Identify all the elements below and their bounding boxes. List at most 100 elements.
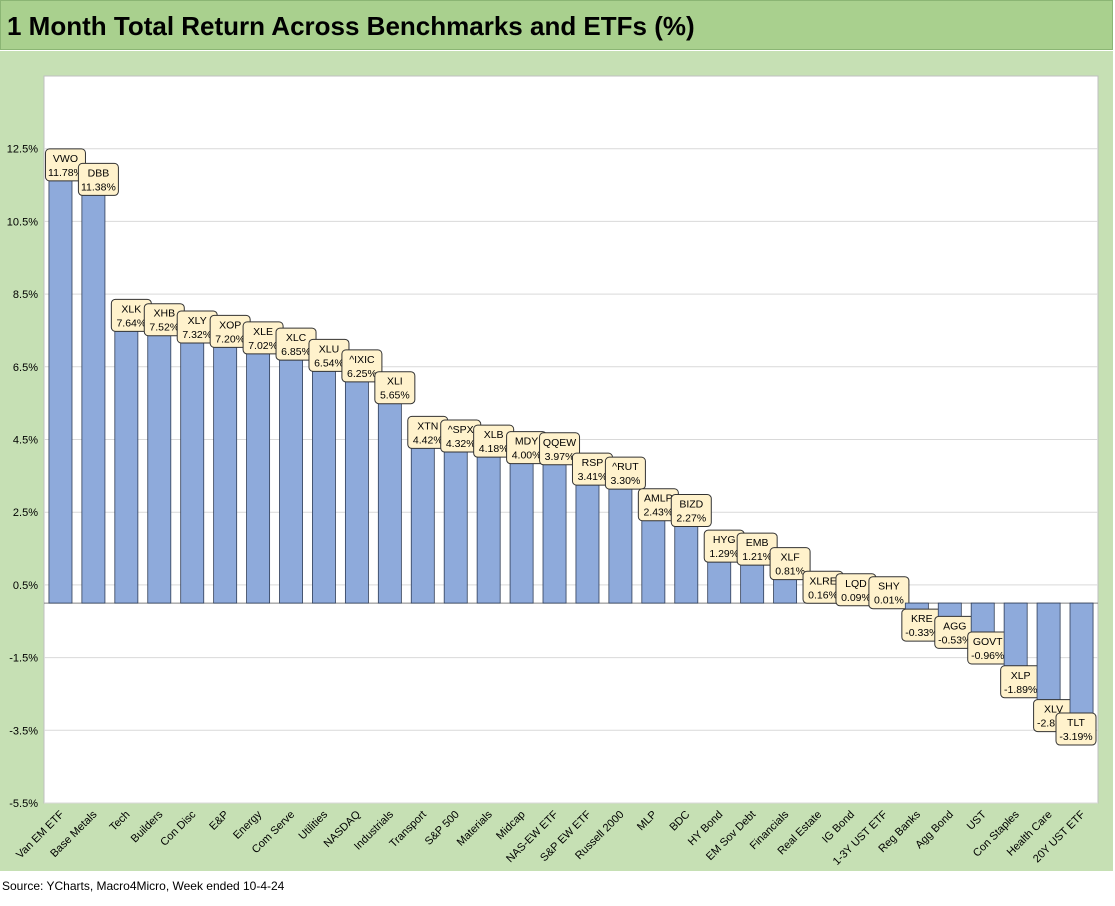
bar: [575, 478, 600, 604]
bar: [1069, 602, 1094, 720]
data-label-box: [868, 576, 910, 610]
data-label: 3.41%: [578, 471, 608, 483]
data-label: -0.96%: [971, 650, 1004, 662]
bar: [509, 457, 534, 604]
data-label: 7.02%: [248, 340, 278, 352]
data-label: 11.78%: [48, 167, 83, 179]
bar: [180, 336, 205, 604]
ticker-label: VWO: [53, 153, 78, 165]
bar: [377, 397, 402, 604]
x-tick-label: E&P: [207, 809, 231, 833]
data-label-box: [670, 494, 712, 528]
bar: [542, 458, 567, 604]
data-label-box: [769, 547, 811, 581]
ticker-label: XLY: [188, 315, 207, 327]
bar: [48, 174, 73, 604]
y-tick-label: -5.5%: [9, 798, 38, 810]
data-label-box: [77, 162, 119, 196]
x-tick-label: UST: [965, 808, 989, 832]
bar: [246, 347, 271, 604]
y-tick-label: -1.5%: [9, 653, 38, 665]
ticker-label: XTN: [417, 420, 438, 432]
bar: [1036, 602, 1061, 706]
data-label-box: [374, 371, 416, 405]
data-label: 7.32%: [182, 329, 212, 341]
y-tick-label: 6.5%: [13, 362, 38, 374]
ticker-label: XLU: [319, 343, 339, 355]
y-tick-label: 4.5%: [13, 435, 38, 447]
bar: [641, 514, 666, 604]
bar: [213, 340, 238, 604]
data-label: 0.81%: [775, 566, 805, 578]
ticker-label: HYG: [713, 534, 736, 546]
chart-title: 1 Month Total Return Across Benchmarks a…: [7, 11, 695, 41]
ticker-label: XLB: [484, 429, 504, 441]
ticker-label: XLI: [387, 376, 403, 388]
title-bar: 1 Month Total Return Across Benchmarks a…: [0, 0, 1113, 50]
bar-chart: 12.5% 10.5% 8.5% 6.5% 4.5% 2.5% 0.5% -1.5% -3.5%…: [7, 75, 1099, 868]
bar: [279, 353, 303, 604]
bar: [410, 442, 435, 604]
ticker-label: KRE: [911, 613, 933, 625]
x-tick-label: Tech: [108, 809, 133, 834]
y-tick-label: 12.5%: [7, 144, 38, 156]
bar: [674, 520, 699, 604]
data-label: 1.29%: [709, 548, 739, 560]
data-label: 3.97%: [545, 451, 575, 463]
x-tick-label: MLP: [635, 809, 659, 833]
ticker-label: AMLP: [644, 493, 673, 505]
x-tick-label: BDC: [667, 809, 692, 834]
bar: [114, 324, 139, 604]
data-label: 1.21%: [742, 551, 772, 563]
bar: [1003, 602, 1028, 673]
x-tick-label: Materials: [455, 808, 495, 848]
bar: [147, 329, 172, 604]
source-note: Source: YCharts, Macro4Micro, Week ended…: [2, 879, 285, 893]
ticker-label: XHB: [153, 308, 175, 320]
data-label-box: [341, 349, 383, 383]
data-label: -0.53%: [938, 634, 971, 646]
bar: [707, 555, 732, 604]
ticker-label: AGG: [943, 620, 966, 632]
bar: [81, 189, 106, 604]
ticker-label: XLF: [780, 552, 799, 564]
data-label-box: [604, 456, 646, 490]
data-label: 0.01%: [874, 595, 904, 607]
bar: [312, 364, 336, 604]
ticker-label: ^SPX: [448, 424, 474, 436]
ticker-label: XLC: [286, 332, 307, 344]
ticker-label: BIZD: [679, 499, 703, 511]
ticker-label: DBB: [88, 167, 110, 179]
ticker-label: TLT: [1067, 717, 1085, 729]
ticker-label: RSP: [582, 457, 604, 469]
chart-panel: 12.5% 10.5% 8.5% 6.5% 4.5% 2.5% 0.5% -1.5% -3.5%…: [0, 51, 1113, 871]
data-label: 11.38%: [81, 181, 116, 193]
data-label: 7.20%: [215, 333, 245, 345]
ticker-label: QQEW: [543, 437, 576, 449]
x-tick-label: Con Disc: [158, 808, 198, 848]
data-label: -1.89%: [1004, 684, 1037, 696]
ticker-label: ^IXIC: [349, 354, 375, 366]
y-tick-label: 0.5%: [13, 580, 38, 592]
data-label: 4.18%: [479, 443, 509, 455]
y-tick-label: 2.5%: [13, 507, 38, 519]
ticker-label: XLV: [1044, 704, 1063, 716]
data-label: 0.09%: [841, 592, 871, 604]
ticker-label: XLP: [1011, 670, 1031, 682]
y-tick-label: 10.5%: [7, 216, 38, 228]
bar: [443, 445, 468, 604]
ticker-label: XLRE: [809, 575, 836, 587]
data-label: 4.32%: [446, 438, 476, 450]
data-label: 5.65%: [380, 390, 410, 402]
ticker-label: XOP: [219, 319, 241, 331]
data-label: 2.27%: [676, 513, 706, 525]
data-label: 3.30%: [611, 475, 641, 487]
ticker-label: MDY: [515, 436, 538, 448]
data-label: 4.42%: [413, 434, 443, 446]
bar: [740, 558, 765, 604]
bar: [476, 450, 501, 604]
data-label: 7.64%: [116, 317, 146, 329]
ticker-label: GOVT: [973, 636, 1003, 648]
data-label: 7.52%: [149, 322, 179, 334]
ticker-label: EMB: [746, 537, 769, 549]
